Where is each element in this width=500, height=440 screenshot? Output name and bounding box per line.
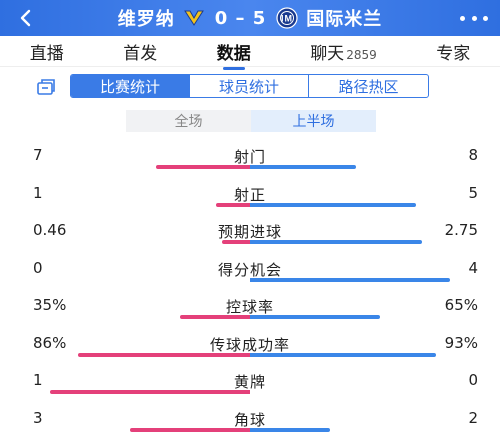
home-stat-bar [156,165,250,169]
home-stat-bar [50,390,250,394]
svg-text:IM: IM [281,14,293,24]
subnav-match-stats[interactable]: 比赛统计 [71,75,190,97]
stat-label: 控球率 [225,298,274,316]
divider [0,66,500,67]
tab-chat[interactable]: 聊天 2859 [310,39,377,64]
tab-label: 数据 [216,43,251,64]
tab-experts[interactable]: 专家 [436,39,470,64]
dot-icon [460,15,465,21]
period-first-half[interactable]: 上半场 [251,110,376,132]
away-stat-bar [250,315,380,319]
stat-row: 86% 传球成功率 93% [0,334,500,371]
stat-row: 0 得分机会 4 [0,259,500,296]
away-stat-value: 65% [444,296,478,314]
stat-row: 3 角球 2 [0,409,500,440]
stat-label: 得分机会 [217,260,282,279]
home-stat-bar [180,315,250,319]
stat-row: 1 黄牌 0 [0,371,500,408]
match-score: 0 – 5 [214,7,267,29]
away-stat-value: 93% [444,333,478,352]
away-stat-value: 5 [468,183,478,202]
away-team-name: 国际米兰 [306,9,383,30]
home-stat-bar [78,352,250,357]
tab-data[interactable]: 数据 [217,39,251,64]
match-header: 维罗纳 0 – 5 IM 国际米兰 [0,0,500,36]
stat-row: 0.46 预期进球 2.75 [0,221,500,258]
stats-subnav: 比赛统计 球员统计 路径热区 [70,74,429,98]
stat-label: 传球成功率 [209,335,290,354]
tab-label: 聊天 [310,43,345,64]
tab-label: 直播 [29,43,64,64]
away-stat-bar [250,202,416,207]
away-stat-value: 2.75 [444,221,478,239]
back-button[interactable] [14,6,38,30]
period-full-match[interactable]: 全场 [126,110,251,132]
tab-lineup[interactable]: 首发 [123,39,157,64]
away-team-badge-icon: IM [276,7,298,29]
home-stat-bar [222,240,250,244]
home-stat-value: 1 [33,371,43,389]
more-options-button[interactable] [460,8,488,28]
away-stat-value: 8 [468,146,478,164]
away-stat-bar [250,427,330,432]
stat-row: 1 射正 5 [0,184,500,221]
tab-live[interactable]: 直播 [30,39,64,64]
main-tabs: 直播 首发 数据 聊天 2859 专家 [0,36,500,66]
chevron-left-icon [20,9,31,27]
match-title: 维罗纳 0 – 5 IM 国际米兰 [0,0,500,36]
away-stat-bar [250,352,436,357]
away-stat-bar [250,277,450,282]
home-stat-value: 0.46 [33,221,67,239]
home-stat-bar [130,427,250,432]
share-icon[interactable] [36,78,56,96]
stat-label: 黄牌 [233,373,266,391]
tab-label: 专家 [436,43,471,64]
chat-count: 2859 [346,47,377,62]
home-team-badge-icon [183,10,204,26]
stat-row: 35% 控球率 65% [0,296,500,333]
home-stat-value: 3 [33,408,43,427]
home-stat-value: 1 [33,183,43,202]
home-stat-value: 0 [33,258,43,277]
dot-icon [483,15,488,21]
stat-label: 射正 [233,185,266,204]
stat-label: 射门 [233,148,266,166]
away-stat-value: 4 [468,258,478,277]
home-stat-value: 86% [33,333,67,352]
stat-row: 7 射门 8 [0,146,500,183]
away-stat-bar [250,240,422,244]
period-toggle: 全场 上半场 [126,110,376,132]
stat-label: 预期进球 [217,223,282,241]
home-stat-value: 7 [33,146,43,164]
dot-icon [471,15,477,21]
away-stat-value: 2 [468,408,478,427]
stat-label: 角球 [233,410,266,429]
away-stat-value: 0 [468,371,478,389]
subnav-heatmap[interactable]: 路径热区 [338,77,399,96]
subnav-player-stats[interactable]: 球员统计 [190,75,309,97]
home-team-name: 维罗纳 [117,9,175,30]
home-stat-bar [216,202,250,207]
tab-label: 首发 [123,43,158,64]
away-stat-bar [250,165,356,169]
home-stat-value: 35% [33,296,67,314]
